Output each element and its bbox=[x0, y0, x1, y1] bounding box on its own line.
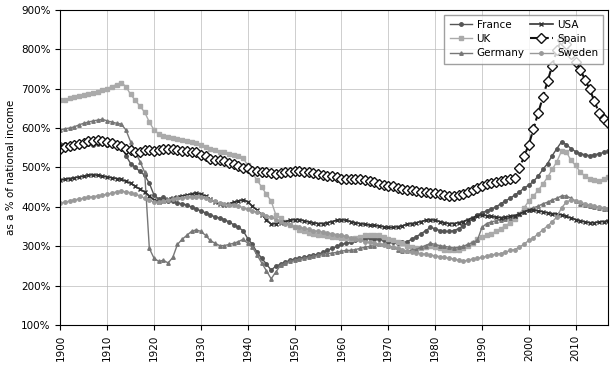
Line: Spain: Spain bbox=[57, 36, 612, 199]
Germany bbox=[56, 128, 64, 132]
Spain bbox=[244, 166, 251, 170]
USA bbox=[446, 221, 453, 226]
Sweden bbox=[249, 209, 256, 213]
UK bbox=[249, 171, 256, 175]
Spain bbox=[483, 182, 491, 186]
Sweden bbox=[497, 251, 504, 256]
Sweden bbox=[117, 189, 125, 193]
France bbox=[169, 199, 176, 203]
USA bbox=[174, 195, 181, 199]
USA bbox=[488, 214, 495, 219]
Spain bbox=[117, 143, 125, 148]
Spain bbox=[492, 180, 500, 184]
Spain bbox=[436, 192, 443, 196]
France bbox=[483, 209, 491, 213]
Germany bbox=[122, 128, 130, 132]
Y-axis label: as a % of national income: as a % of national income bbox=[6, 100, 15, 235]
France bbox=[56, 142, 64, 146]
UK bbox=[441, 247, 448, 252]
Spain bbox=[446, 194, 453, 198]
USA bbox=[249, 204, 256, 208]
Sweden bbox=[441, 255, 448, 260]
Germany bbox=[268, 277, 275, 281]
Germany bbox=[605, 207, 612, 211]
UK bbox=[488, 232, 495, 236]
USA bbox=[605, 218, 612, 223]
UK bbox=[122, 84, 130, 89]
Line: Sweden: Sweden bbox=[58, 189, 610, 263]
Sweden bbox=[122, 190, 130, 194]
France bbox=[605, 149, 612, 153]
Sweden bbox=[605, 206, 612, 211]
UK bbox=[446, 248, 453, 252]
USA bbox=[90, 172, 97, 177]
Line: France: France bbox=[58, 140, 610, 272]
Germany bbox=[174, 242, 181, 247]
UK bbox=[605, 175, 612, 179]
France bbox=[492, 205, 500, 209]
USA bbox=[497, 215, 504, 220]
Line: Germany: Germany bbox=[58, 117, 610, 280]
France bbox=[268, 268, 275, 272]
UK bbox=[117, 80, 125, 85]
Spain bbox=[558, 38, 565, 42]
USA bbox=[384, 225, 392, 230]
Sweden bbox=[174, 196, 181, 200]
Germany bbox=[497, 217, 504, 222]
Spain bbox=[169, 147, 176, 152]
Spain bbox=[56, 146, 64, 151]
USA bbox=[122, 179, 130, 184]
Spain bbox=[605, 121, 612, 126]
USA bbox=[56, 178, 64, 182]
Germany bbox=[249, 245, 256, 250]
Line: UK: UK bbox=[58, 81, 610, 252]
Line: USA: USA bbox=[58, 172, 611, 230]
France bbox=[441, 229, 448, 234]
Sweden bbox=[56, 201, 64, 205]
France bbox=[558, 139, 565, 144]
Sweden bbox=[459, 259, 467, 263]
Sweden bbox=[488, 253, 495, 257]
UK bbox=[56, 98, 64, 102]
France bbox=[117, 142, 125, 147]
France bbox=[244, 236, 251, 241]
Legend: France, UK, Germany, USA, Spain, Sweden: France, UK, Germany, USA, Spain, Sweden bbox=[445, 15, 603, 63]
Germany bbox=[99, 117, 106, 121]
Germany bbox=[446, 245, 453, 250]
UK bbox=[497, 226, 504, 231]
UK bbox=[174, 137, 181, 141]
Germany bbox=[488, 220, 495, 224]
